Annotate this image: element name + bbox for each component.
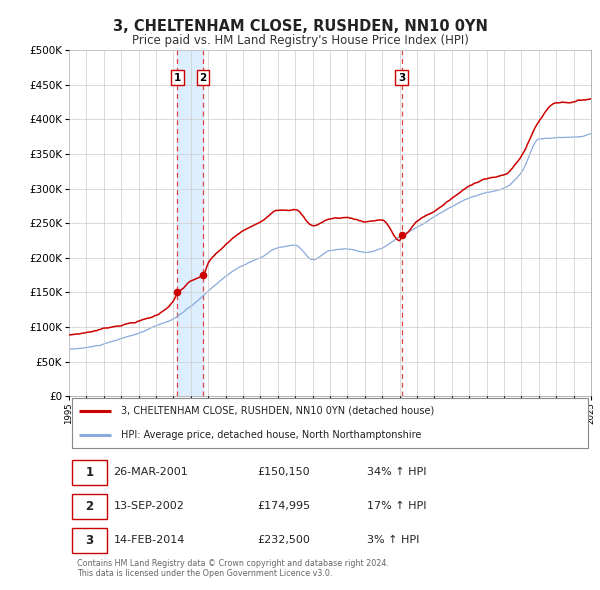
- Text: Price paid vs. HM Land Registry's House Price Index (HPI): Price paid vs. HM Land Registry's House …: [131, 34, 469, 47]
- FancyBboxPatch shape: [71, 460, 107, 485]
- FancyBboxPatch shape: [71, 527, 107, 553]
- Text: 2: 2: [200, 73, 207, 83]
- Text: Contains HM Land Registry data © Crown copyright and database right 2024.: Contains HM Land Registry data © Crown c…: [77, 559, 389, 569]
- Text: 3, CHELTENHAM CLOSE, RUSHDEN, NN10 0YN (detached house): 3, CHELTENHAM CLOSE, RUSHDEN, NN10 0YN (…: [121, 406, 434, 416]
- Text: This data is licensed under the Open Government Licence v3.0.: This data is licensed under the Open Gov…: [77, 569, 332, 579]
- Text: £232,500: £232,500: [257, 535, 310, 545]
- FancyBboxPatch shape: [71, 398, 589, 448]
- Bar: [178, 50, 203, 396]
- Text: 1: 1: [85, 466, 94, 479]
- Text: 3% ↑ HPI: 3% ↑ HPI: [367, 535, 419, 545]
- Text: 3, CHELTENHAM CLOSE, RUSHDEN, NN10 0YN: 3, CHELTENHAM CLOSE, RUSHDEN, NN10 0YN: [113, 19, 487, 34]
- FancyBboxPatch shape: [71, 494, 107, 519]
- Text: 1: 1: [174, 73, 181, 83]
- Text: £174,995: £174,995: [257, 502, 310, 512]
- Text: £150,150: £150,150: [257, 467, 310, 477]
- Text: 17% ↑ HPI: 17% ↑ HPI: [367, 502, 426, 512]
- Text: 34% ↑ HPI: 34% ↑ HPI: [367, 467, 426, 477]
- Text: 2: 2: [85, 500, 94, 513]
- Text: 26-MAR-2001: 26-MAR-2001: [113, 467, 188, 477]
- Text: HPI: Average price, detached house, North Northamptonshire: HPI: Average price, detached house, Nort…: [121, 431, 422, 441]
- Text: 14-FEB-2014: 14-FEB-2014: [113, 535, 185, 545]
- Text: 3: 3: [85, 534, 94, 547]
- Text: 13-SEP-2002: 13-SEP-2002: [113, 502, 184, 512]
- Text: 3: 3: [398, 73, 406, 83]
